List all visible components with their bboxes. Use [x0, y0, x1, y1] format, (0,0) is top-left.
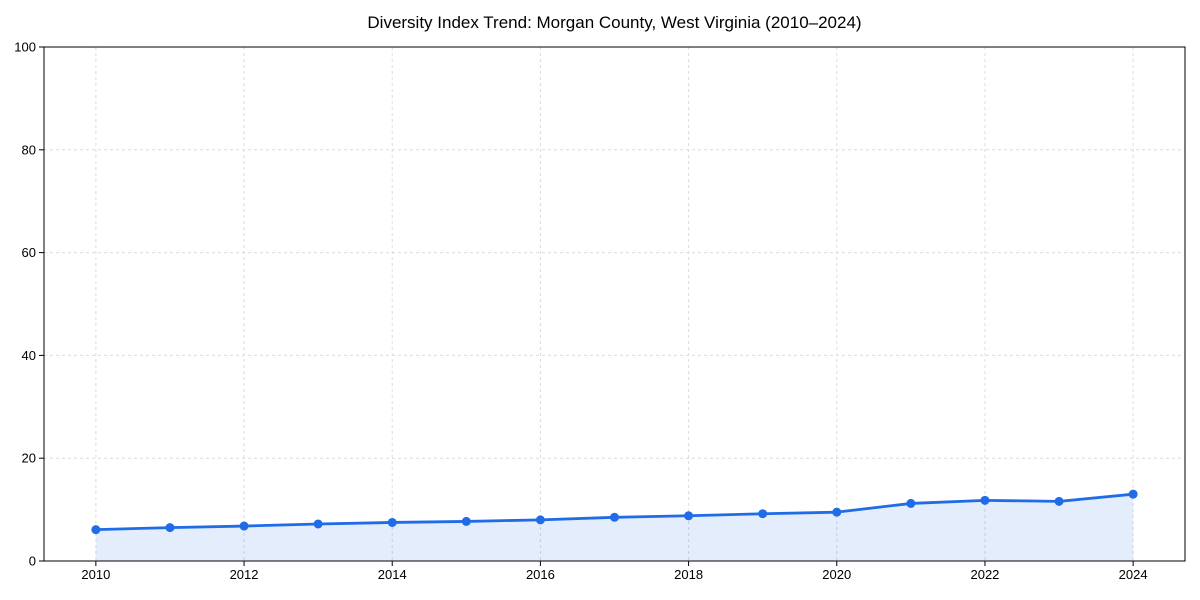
data-point	[535, 515, 545, 525]
data-point	[313, 519, 323, 529]
data-point	[165, 523, 175, 533]
data-point	[980, 495, 990, 505]
data-point	[91, 525, 101, 535]
data-point	[906, 498, 916, 508]
x-tick-label: 2014	[378, 567, 407, 582]
data-point	[684, 511, 694, 521]
y-tick-label: 100	[14, 40, 36, 55]
data-points	[91, 489, 1138, 535]
plot-border	[43, 46, 1186, 562]
y-tick-label: 0	[29, 554, 36, 569]
y-tick-label: 20	[22, 451, 36, 466]
chart-title: Diversity Index Trend: Morgan County, We…	[367, 13, 862, 32]
data-point	[832, 507, 842, 517]
y-tick-label: 60	[22, 245, 36, 260]
data-point	[758, 509, 768, 519]
data-point	[387, 517, 397, 527]
x-tick-label: 2010	[81, 567, 110, 582]
data-point	[1128, 489, 1138, 499]
y-tick-label: 80	[22, 142, 36, 157]
data-point	[461, 516, 471, 526]
data-point	[239, 521, 249, 531]
x-tick-label: 2016	[526, 567, 555, 582]
tick-marks	[39, 46, 1134, 566]
x-tick-label: 2012	[230, 567, 259, 582]
tick-labels: 0 20 40 60 80 100 2010 2012 2014 2016 2018 2020 2022…	[14, 40, 1147, 583]
gridlines	[44, 46, 1185, 561]
x-tick-label: 2018	[674, 567, 703, 582]
x-tick-label: 2020	[822, 567, 851, 582]
area-fill	[95, 494, 1134, 561]
data-point	[1054, 496, 1064, 506]
y-tick-label: 40	[22, 348, 36, 363]
x-tick-label: 2022	[970, 567, 999, 582]
data-point	[610, 512, 619, 522]
x-tick-label: 2024	[1119, 567, 1148, 582]
